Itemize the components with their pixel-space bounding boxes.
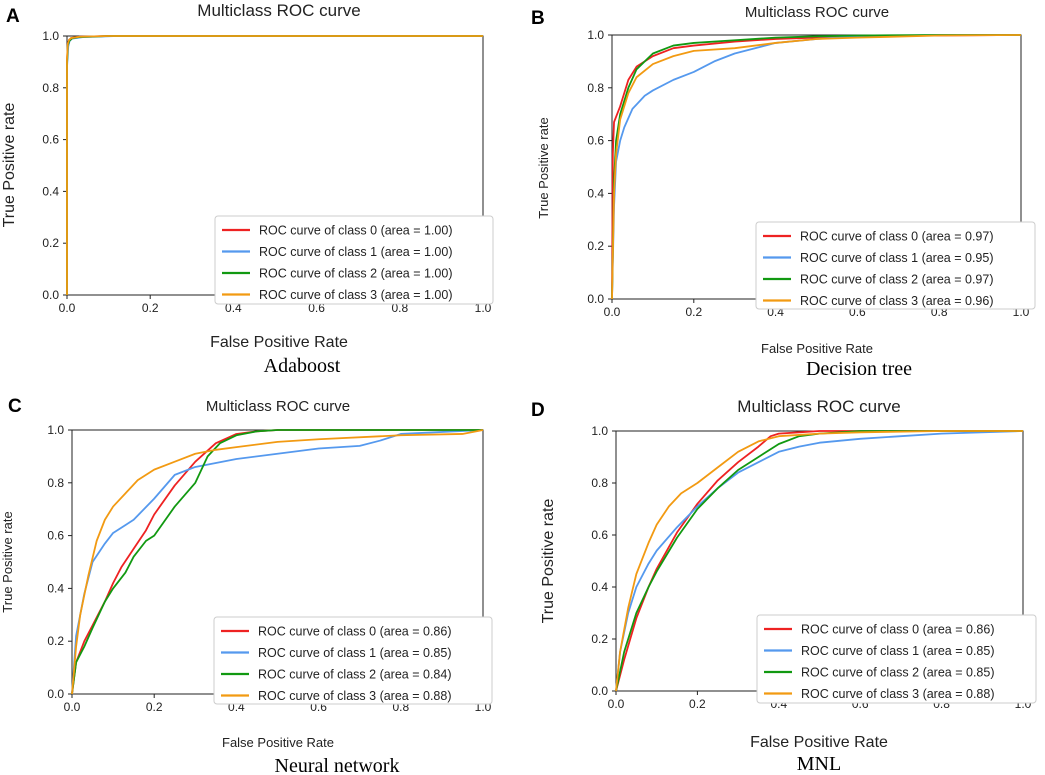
y-tick-label: 0.4: [591, 580, 608, 594]
y-tick-label: 0.4: [42, 184, 59, 198]
chart-panel-a: A Multiclass ROC curve 0.0 0.2 0.4 0.6 0.8 1.0 0…: [1, 1, 494, 377]
y-tick-label: 1.0: [47, 423, 64, 437]
x-axis-label: False Positive Rate: [750, 734, 888, 751]
legend-entry: ROC curve of class 0 (area = 0.86): [258, 625, 451, 639]
x-axis-label: False Positive Rate: [222, 735, 334, 750]
y-tick-label: 0.2: [587, 239, 604, 253]
roc-line-class-0: [615, 430, 1023, 692]
legend-entry: ROC curve of class 3 (area = 1.00): [259, 288, 452, 302]
panel-letter: C: [8, 396, 22, 417]
roc-line-class-3: [71, 429, 484, 695]
roc-line-class-3: [66, 35, 483, 295]
y-tick-label: 0.2: [42, 236, 59, 250]
x-tick-label: 0.0: [604, 305, 621, 319]
roc-line-class-1: [615, 430, 1024, 692]
roc-line-class-2: [611, 34, 1021, 300]
panel-letter: D: [531, 400, 545, 421]
y-tick-label: 0.8: [47, 476, 64, 490]
chart-panel-d: D Multiclass ROC curve 0.0 0.2 0.4 0.6 0.8 1.0 0…: [531, 397, 1037, 775]
legend: ROC curve of class 0 (area = 1.00) ROC cu…: [214, 215, 494, 305]
chart-panel-c: C Multiclass ROC curve 0.0 0.2 0.4 0.6 0.8 1.0 0…: [0, 396, 493, 775]
legend-entry: ROC curve of class 2 (area = 0.97): [800, 273, 993, 287]
chart-title: Multiclass ROC curve: [737, 397, 900, 416]
chart-title: Multiclass ROC curve: [745, 4, 889, 21]
y-tick-label: 0.6: [591, 528, 608, 542]
legend-entry: ROC curve of class 3 (area = 0.88): [801, 687, 994, 701]
model-caption: Neural network: [275, 755, 400, 775]
legend-entry: ROC curve of class 0 (area = 0.97): [800, 230, 993, 244]
roc-line-class-3: [615, 430, 1023, 692]
x-tick-label: 0.2: [685, 305, 702, 319]
roc-line-class-2: [71, 429, 483, 695]
y-tick-label: 0.8: [587, 81, 604, 95]
legend: ROC curve of class 0 (area = 0.97) ROC cu…: [755, 221, 1036, 310]
y-tick-label: 0.6: [47, 529, 64, 543]
y-tick-label: 0.6: [587, 134, 604, 148]
model-caption: Adaboost: [264, 355, 341, 377]
roc-line-class-3: [611, 34, 1022, 300]
y-tick-label: 0.6: [42, 133, 59, 147]
legend-entry: ROC curve of class 1 (area = 0.85): [258, 646, 451, 660]
y-axis-label: True Positive rate: [540, 499, 557, 624]
legend-entry: ROC curve of class 2 (area = 1.00): [259, 267, 452, 281]
legend-entry: ROC curve of class 2 (area = 0.84): [258, 668, 451, 682]
y-tick-label: 0.4: [587, 186, 604, 200]
legend-entry: ROC curve of class 2 (area = 0.85): [801, 666, 994, 680]
x-tick-label: 0.2: [689, 697, 706, 711]
chart-title: Multiclass ROC curve: [197, 1, 360, 20]
y-tick-label: 0.2: [591, 632, 608, 646]
legend-box: [756, 614, 1037, 704]
model-caption: Decision tree: [806, 358, 912, 380]
x-tick-label: 0.0: [59, 301, 76, 315]
legend-entry: ROC curve of class 0 (area = 0.86): [801, 623, 994, 637]
y-tick-label: 0.8: [591, 476, 608, 490]
legend-box: [755, 221, 1036, 310]
panel-letter: A: [6, 6, 20, 27]
x-tick-label: 0.2: [142, 301, 159, 315]
y-tick-label: 0.4: [47, 581, 64, 595]
legend-entry: ROC curve of class 1 (area = 0.85): [801, 644, 994, 658]
y-tick-label: 1.0: [591, 424, 608, 438]
y-tick-label: 0.0: [587, 292, 604, 306]
chart-title: Multiclass ROC curve: [206, 398, 350, 415]
model-caption: MNL: [797, 753, 841, 775]
y-axis-label: True Positive rate: [1, 103, 18, 228]
x-axis-label: False Positive Rate: [210, 334, 348, 351]
legend-entry: ROC curve of class 3 (area = 0.96): [800, 294, 993, 308]
legend-entry: ROC curve of class 1 (area = 1.00): [259, 245, 452, 259]
y-tick-label: 0.0: [591, 684, 608, 698]
x-tick-label: 0.2: [146, 700, 163, 714]
legend-entry: ROC curve of class 0 (area = 1.00): [259, 224, 452, 238]
y-tick-label: 1.0: [42, 29, 59, 43]
legend: ROC curve of class 0 (area = 0.86) ROC cu…: [756, 614, 1037, 704]
y-axis-label: True Positive rate: [0, 511, 15, 612]
panel-letter: B: [531, 8, 545, 29]
x-tick-label: 0.0: [608, 697, 625, 711]
x-axis-label: False Positive Rate: [761, 341, 873, 356]
x-tick-label: 0.0: [64, 700, 81, 714]
chart-panel-b: B Multiclass ROC curve 0.0 0.2 0.4 0.6 0.8 1.0 0…: [531, 4, 1036, 380]
y-axis-label: True Positive rate: [536, 117, 551, 218]
legend-box: [213, 616, 493, 705]
legend: ROC curve of class 0 (area = 0.86) ROC cu…: [213, 616, 493, 705]
legend-entry: ROC curve of class 1 (area = 0.95): [800, 251, 993, 265]
y-tick-label: 0.2: [47, 634, 64, 648]
y-tick-label: 0.8: [42, 81, 59, 95]
y-tick-label: 1.0: [587, 28, 604, 42]
y-tick-label: 0.0: [47, 687, 64, 701]
legend-entry: ROC curve of class 3 (area = 0.88): [258, 689, 451, 703]
y-tick-label: 0.0: [42, 288, 59, 302]
legend-box: [214, 215, 494, 305]
